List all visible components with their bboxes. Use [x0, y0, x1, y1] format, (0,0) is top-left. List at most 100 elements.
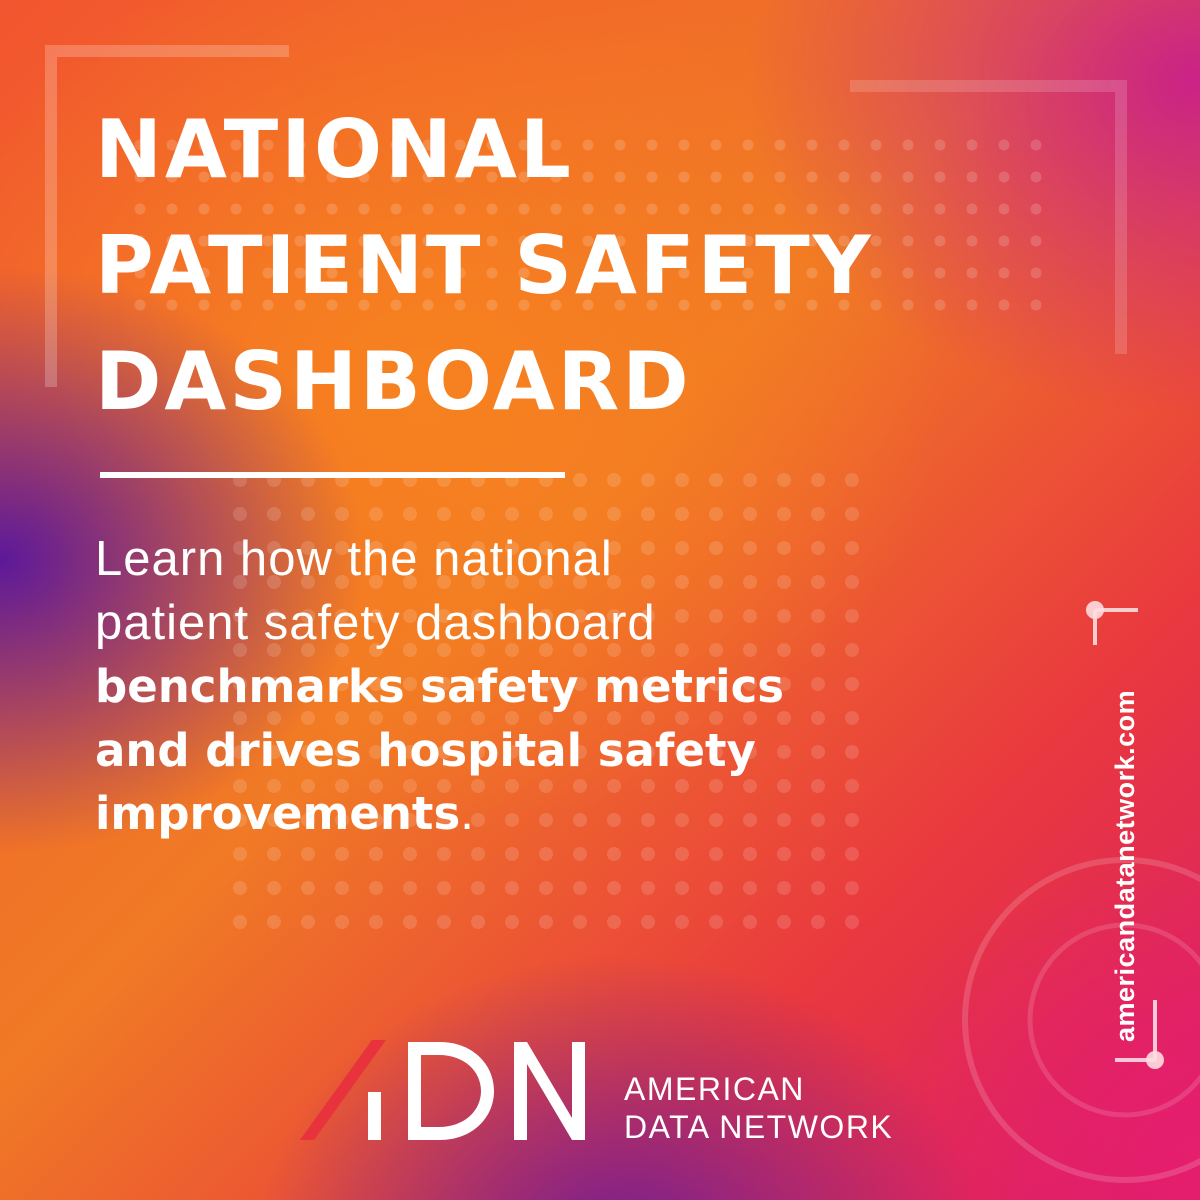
pattern-dot [326, 267, 338, 279]
pattern-dot [233, 881, 247, 895]
pattern-dot [422, 235, 434, 247]
pattern-dot [709, 745, 723, 759]
pattern-dot [230, 267, 242, 279]
pattern-dot [335, 609, 349, 623]
pattern-dot [326, 235, 338, 247]
pattern-dot [806, 171, 818, 183]
pattern-dot [471, 745, 485, 759]
pattern-dot [573, 711, 587, 725]
pattern-dot [471, 643, 485, 657]
pattern-dot [301, 677, 315, 691]
pattern-dot [811, 609, 825, 623]
pattern-dot [678, 235, 690, 247]
pattern-dot [777, 575, 791, 589]
pattern-dot [230, 299, 242, 311]
pattern-dot [233, 813, 247, 827]
pattern-dot [675, 609, 689, 623]
pattern-dot [454, 235, 466, 247]
pattern-dot [233, 541, 247, 555]
pattern-dot [709, 507, 723, 521]
pattern-dot [262, 235, 274, 247]
pattern-dot [743, 643, 757, 657]
pattern-dot [641, 847, 655, 861]
pattern-dot [539, 779, 553, 793]
pattern-dot [335, 813, 349, 827]
pattern-dot [233, 677, 247, 691]
pattern-dot [607, 779, 621, 793]
pattern-dot [403, 847, 417, 861]
pattern-dot [607, 507, 621, 521]
pattern-dot [437, 847, 451, 861]
pattern-dot [710, 299, 722, 311]
pattern-dot [675, 847, 689, 861]
pattern-dot [294, 171, 306, 183]
pattern-dot [335, 915, 349, 929]
pattern-dot [198, 203, 210, 215]
pattern-dot [166, 235, 178, 247]
pattern-dot [777, 779, 791, 793]
pattern-dot [437, 711, 451, 725]
pattern-dot [774, 299, 786, 311]
pattern-dot [845, 677, 859, 691]
pattern-dot [166, 267, 178, 279]
pattern-dot [301, 779, 315, 793]
pattern-dot [486, 299, 498, 311]
pattern-dot [539, 677, 553, 691]
pattern-dot [777, 881, 791, 895]
pattern-dot [358, 203, 370, 215]
pattern-dot [870, 203, 882, 215]
pattern-dot [710, 235, 722, 247]
body-line-5: improvements. [95, 782, 995, 846]
pattern-dot [550, 139, 562, 151]
pattern-dot [811, 575, 825, 589]
pattern-dot [294, 203, 306, 215]
pattern-dot [505, 643, 519, 657]
pattern-dot [777, 677, 791, 691]
pattern-dot [437, 609, 451, 623]
pattern-dot [437, 677, 451, 691]
pattern-dot [134, 139, 146, 151]
pattern-dot [539, 643, 553, 657]
pattern-dot [675, 507, 689, 521]
pattern-dot [777, 643, 791, 657]
pattern-dot [709, 881, 723, 895]
pattern-dot [134, 203, 146, 215]
pattern-dot [743, 677, 757, 691]
pattern-dot [1030, 203, 1042, 215]
pattern-dot [301, 745, 315, 759]
pattern-dot [607, 847, 621, 861]
pattern-dot [607, 575, 621, 589]
pattern-dot [678, 171, 690, 183]
pattern-dot [709, 575, 723, 589]
pattern-dot [675, 915, 689, 929]
pattern-dot [486, 203, 498, 215]
pattern-dot [641, 473, 655, 487]
pattern-dot [1030, 267, 1042, 279]
pattern-dot [539, 915, 553, 929]
pattern-dot [486, 235, 498, 247]
pattern-dot [998, 171, 1010, 183]
pattern-dot [369, 745, 383, 759]
pattern-dot [709, 813, 723, 827]
pattern-dot [774, 171, 786, 183]
pattern-dot [811, 745, 825, 759]
pattern-dot [641, 507, 655, 521]
pattern-dot [301, 609, 315, 623]
pattern-dot [614, 235, 626, 247]
pattern-dot [838, 299, 850, 311]
pattern-dot [539, 507, 553, 521]
headline-line-2: PATIENT SAFETY [95, 219, 874, 312]
pattern-dot [262, 203, 274, 215]
headline-line-1: NATIONAL [95, 103, 574, 196]
pattern-dot [335, 847, 349, 861]
pattern-dot [998, 139, 1010, 151]
pattern-dot [641, 745, 655, 759]
pattern-dot [934, 139, 946, 151]
pattern-dot [233, 915, 247, 929]
pattern-dot [870, 299, 882, 311]
pattern-dot [294, 139, 306, 151]
pattern-dot [294, 267, 306, 279]
pattern-dot [539, 745, 553, 759]
pattern-dot [518, 235, 530, 247]
pattern-dot [774, 139, 786, 151]
